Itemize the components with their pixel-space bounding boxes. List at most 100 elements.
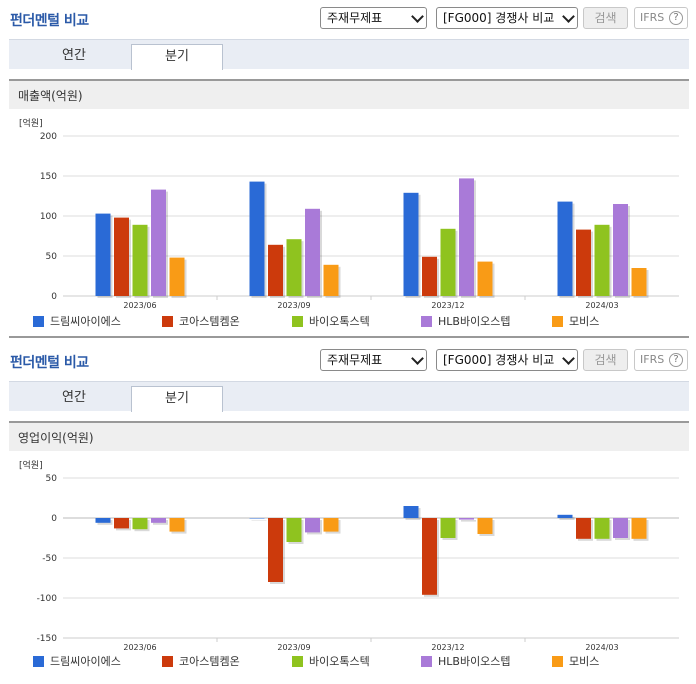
legend-label: 드림씨아이에스 [50, 655, 121, 668]
period-tabs: 연간 분기 [9, 39, 689, 70]
bar [613, 204, 628, 296]
y-tick-label: 50 [46, 474, 58, 484]
bar [576, 229, 591, 296]
statement-select-value: 주재무제표 [327, 353, 383, 367]
bar [631, 518, 647, 539]
bar [459, 518, 474, 520]
legend-swatch [33, 316, 44, 327]
chevron-down-icon [562, 352, 575, 365]
legend-label: 코아스템켐온 [179, 655, 240, 668]
bar [151, 518, 166, 523]
bar [422, 256, 437, 296]
bar [305, 518, 320, 533]
statement-select[interactable]: 주재무제표 [320, 349, 427, 371]
legend-swatch [552, 316, 563, 327]
bar [268, 244, 283, 296]
x-tick-label: 2023/12 [431, 301, 464, 310]
bar [132, 224, 148, 296]
chart-title: 영업이익(억원) [18, 431, 94, 445]
ifrs-button[interactable]: IFRS ? [634, 7, 688, 29]
legend-swatch [162, 316, 173, 327]
statement-select[interactable]: 주재무제표 [320, 7, 427, 29]
operating-profit-chart: [억원] -150 -100 -50 0 50 2023/06 2023/09 2023/12 2… [19, 459, 679, 668]
chart-header: 영업이익(억원) [9, 421, 689, 451]
y-tick-label: 200 [40, 132, 57, 142]
ifrs-label: IFRS [640, 11, 665, 24]
divider [9, 336, 689, 338]
bar [95, 213, 111, 296]
search-button[interactable]: 검색 [583, 7, 628, 29]
panel-revenue: 펀더멘털 비교 주재무제표 [FG000] 경쟁사 비교 검색 IFRS ? 연… [9, 7, 689, 338]
bar [631, 268, 647, 296]
x-tick-label: 2023/09 [277, 643, 310, 652]
bar [169, 257, 185, 296]
bar [151, 189, 166, 296]
y-tick-label: -50 [42, 554, 57, 564]
legend-swatch [162, 656, 173, 667]
tab-annual[interactable]: 연간 [62, 48, 86, 63]
bar [249, 181, 265, 296]
statement-select-value: 주재무제표 [327, 11, 383, 25]
bar [613, 518, 628, 538]
y-tick-label: -150 [37, 634, 58, 644]
bar [286, 239, 302, 296]
compare-select-value: [FG000] 경쟁사 비교 [443, 11, 555, 25]
search-button[interactable]: 검색 [583, 349, 628, 371]
legend-label: 바이오톡스텍 [309, 655, 370, 668]
bar [323, 518, 339, 532]
legend-label: 드림씨아이에스 [50, 315, 121, 328]
x-tick-label: 2023/09 [277, 301, 310, 310]
bar [594, 224, 610, 296]
bar [403, 192, 419, 296]
bar [323, 264, 339, 296]
y-tick-label: 100 [40, 212, 57, 222]
compare-select[interactable]: [FG000] 경쟁사 비교 [436, 349, 578, 371]
bar [477, 518, 493, 534]
bar [132, 518, 148, 530]
ifrs-label: IFRS [640, 353, 665, 366]
tab-quarterly[interactable]: 분기 [131, 386, 223, 412]
tab-quarterly[interactable]: 분기 [131, 44, 223, 70]
legend-swatch [292, 656, 303, 667]
chevron-down-icon [411, 352, 424, 365]
bar [305, 208, 320, 296]
bar [440, 518, 456, 538]
legend-label: 코아스템켐온 [179, 315, 240, 328]
y-unit-label: [억원] [19, 459, 43, 471]
bar [286, 518, 302, 542]
bar [249, 518, 265, 519]
panel-operating-profit: 펀더멘털 비교 주재무제표 [FG000] 경쟁사 비교 검색 IFRS ? 연… [0, 342, 696, 684]
bar [459, 178, 474, 296]
legend-label: HLB바이오스텝 [438, 315, 511, 328]
bar [477, 261, 493, 296]
bar-shadow [251, 520, 267, 521]
bar [422, 518, 437, 595]
legend-label: 모비스 [569, 315, 599, 328]
x-tick-label: 2023/06 [123, 301, 156, 310]
tab-annual[interactable]: 연간 [62, 390, 86, 405]
bar [268, 518, 283, 582]
bar [576, 518, 591, 539]
x-tick-label: 2024/03 [585, 643, 618, 652]
bar [95, 518, 111, 523]
ifrs-button[interactable]: IFRS ? [634, 349, 688, 371]
y-tick-label: -100 [37, 594, 58, 604]
bar [403, 506, 419, 518]
bar [557, 201, 573, 296]
chevron-down-icon [411, 10, 424, 23]
chart-title: 매출액(억원) [18, 89, 83, 103]
period-tabs: 연간 분기 [9, 381, 689, 412]
bar [114, 217, 129, 296]
compare-select[interactable]: [FG000] 경쟁사 비교 [436, 7, 578, 29]
legend-swatch [552, 656, 563, 667]
y-tick-label: 0 [51, 292, 57, 302]
y-tick-label: 150 [40, 172, 57, 182]
legend-label: HLB바이오스텝 [438, 655, 511, 668]
bar [557, 514, 573, 518]
bar [169, 518, 185, 532]
help-icon: ? [669, 11, 683, 25]
help-icon: ? [669, 353, 683, 367]
y-tick-label: 50 [46, 252, 58, 262]
bar [114, 518, 129, 529]
chevron-down-icon [562, 10, 575, 23]
